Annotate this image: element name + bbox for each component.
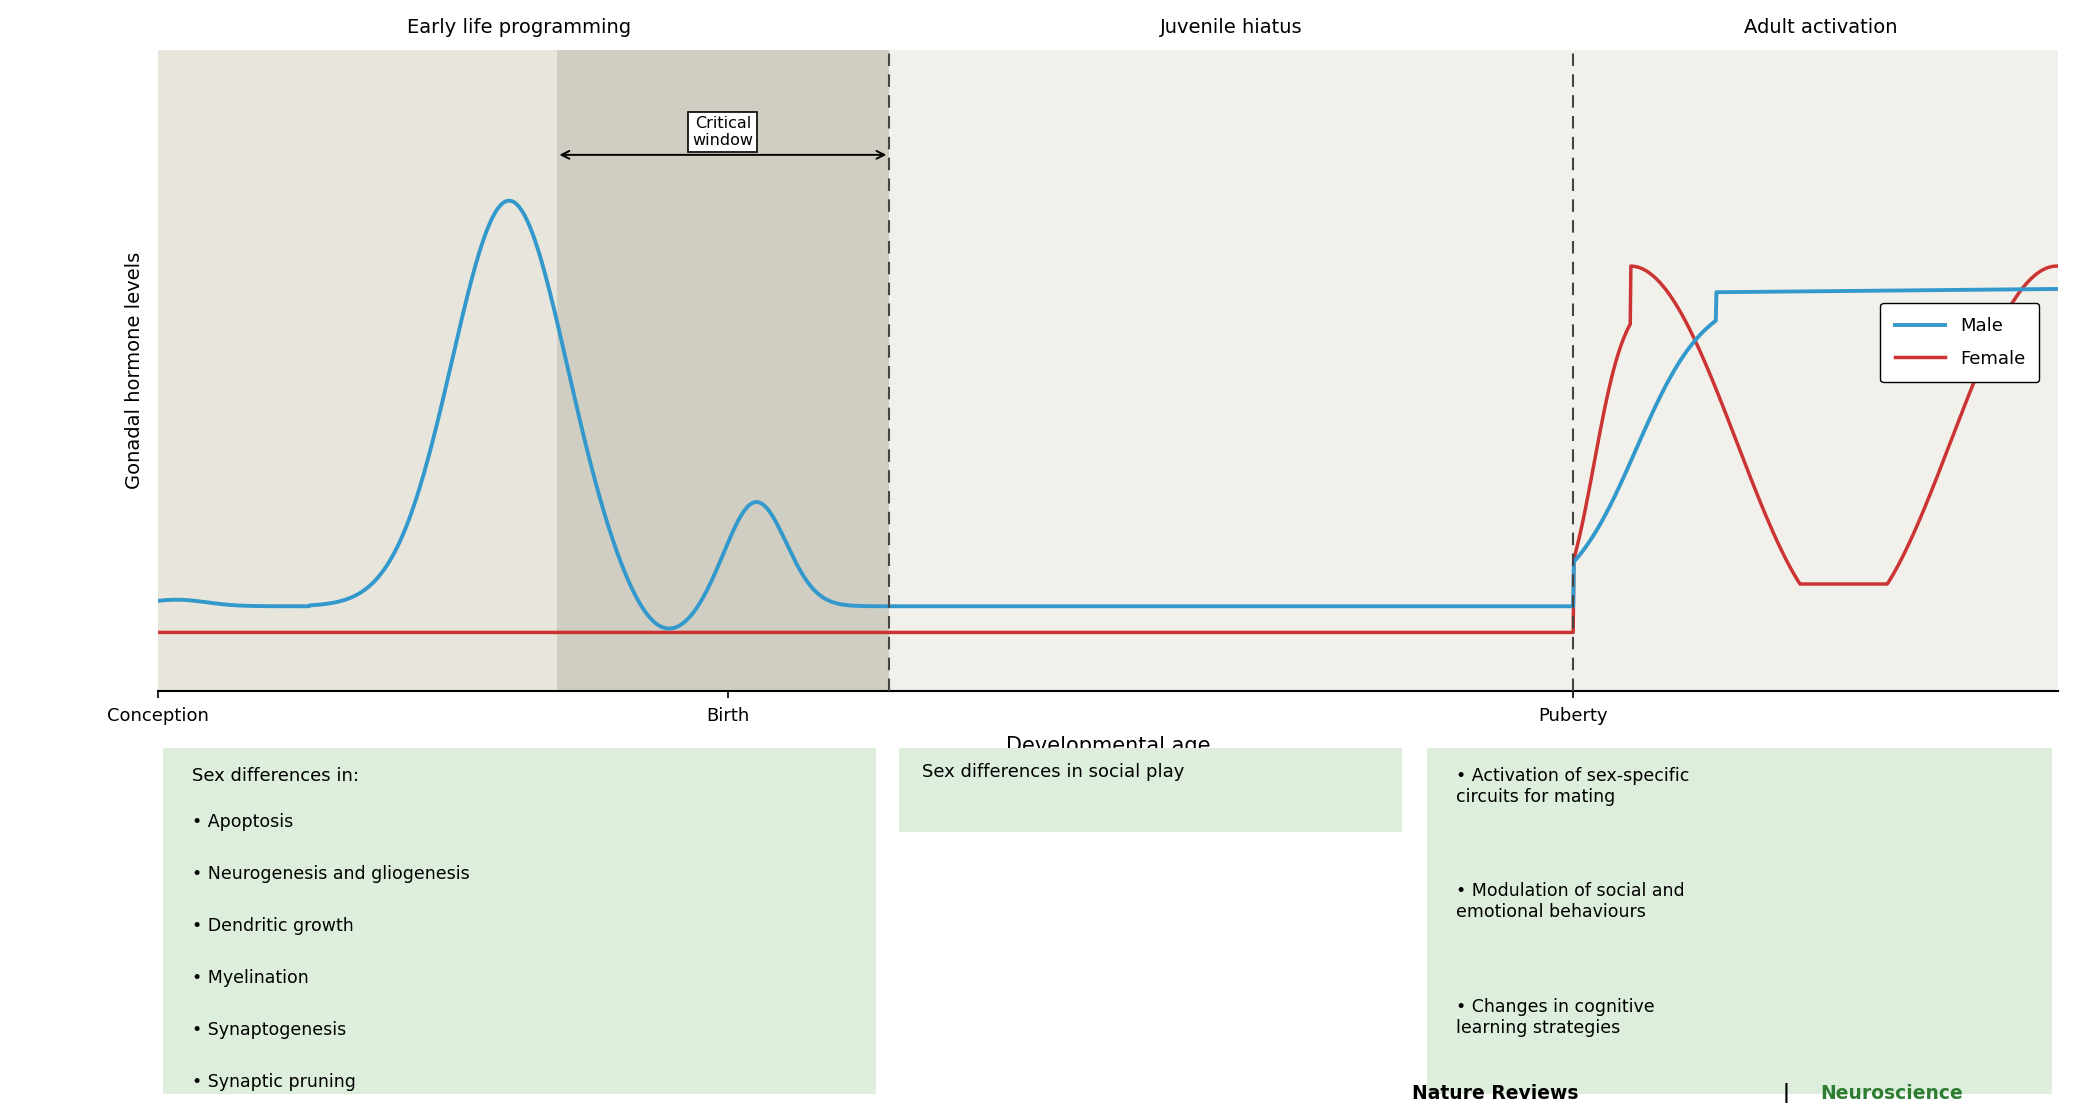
Text: • Synaptogenesis: • Synaptogenesis <box>191 1021 346 1039</box>
Y-axis label: Gonadal hormone levels: Gonadal hormone levels <box>124 252 143 489</box>
Text: Sex differences in:: Sex differences in: <box>191 767 359 785</box>
Bar <box>556 50 888 691</box>
Text: • Modulation of social and
emotional behaviours: • Modulation of social and emotional beh… <box>1455 882 1684 921</box>
Text: Early life programming: Early life programming <box>407 18 630 37</box>
Text: • Neurogenesis and gliogenesis: • Neurogenesis and gliogenesis <box>191 865 470 883</box>
X-axis label: Developmental age: Developmental age <box>1006 736 1210 756</box>
FancyBboxPatch shape <box>899 748 1403 833</box>
Text: • Dendritic growth: • Dendritic growth <box>191 917 353 935</box>
FancyBboxPatch shape <box>164 748 876 1094</box>
Text: Sex differences in social play: Sex differences in social play <box>922 763 1184 782</box>
Text: |: | <box>1783 1083 1789 1103</box>
Text: Critical
window: Critical window <box>693 116 754 148</box>
Text: • Apoptosis: • Apoptosis <box>191 813 294 831</box>
Text: • Myelination: • Myelination <box>191 969 309 987</box>
Text: • Synaptic pruning: • Synaptic pruning <box>191 1073 355 1090</box>
Text: • Activation of sex-specific
circuits for mating: • Activation of sex-specific circuits fo… <box>1455 767 1688 806</box>
Legend: Male, Female: Male, Female <box>1880 303 2039 382</box>
Text: Juvenile hiatus: Juvenile hiatus <box>1159 18 1302 37</box>
Bar <box>888 50 2058 691</box>
FancyBboxPatch shape <box>1428 748 2052 1094</box>
Text: Adult activation: Adult activation <box>1743 18 1896 37</box>
Text: Neuroscience: Neuroscience <box>1821 1084 1964 1103</box>
Text: Nature Reviews: Nature Reviews <box>1411 1084 1579 1103</box>
Bar <box>158 50 888 691</box>
Text: • Changes in cognitive
learning strategies: • Changes in cognitive learning strategi… <box>1455 998 1655 1037</box>
